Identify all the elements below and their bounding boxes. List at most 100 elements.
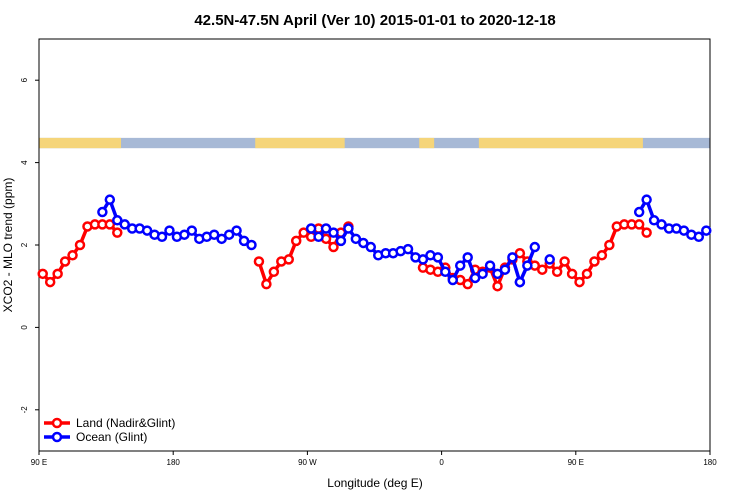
series-1-point-16 — [216, 233, 227, 245]
series-0-point-49 — [589, 256, 600, 267]
series-1-point-47 — [492, 268, 503, 280]
series-1-point-49 — [507, 252, 518, 263]
series-0-point-1 — [44, 276, 56, 288]
land-ocean-strip — [39, 137, 710, 149]
x-tick-label-2: 90 W — [298, 458, 317, 467]
series-1-point-54 — [633, 206, 645, 218]
y-tick-label-4: 6 — [20, 77, 29, 82]
series-2 — [514, 241, 541, 288]
series-1-point-24 — [320, 223, 332, 234]
series-0-point-13 — [261, 278, 272, 290]
series-1-point-29 — [358, 237, 369, 249]
series-0 — [37, 219, 652, 292]
series-1-point-60 — [678, 225, 690, 236]
series-1-point-6 — [141, 225, 153, 236]
legend-marker-0 — [51, 417, 63, 429]
series-0-point-3 — [59, 256, 71, 267]
series-1-point-42 — [454, 260, 466, 271]
series-1-point-46 — [484, 260, 496, 271]
y-tick-label-0: -2 — [20, 406, 29, 414]
series-0-point-22 — [328, 241, 339, 253]
x-axis-ticks: 90 E 180 90 W 0 90 E 180 — [31, 451, 717, 467]
series-0-point-2 — [52, 268, 63, 280]
series-1-point-1 — [104, 194, 116, 205]
series-0-point-46 — [566, 268, 578, 280]
series-0-point-48 — [581, 268, 593, 280]
series-0-point-45 — [559, 256, 570, 267]
series-1-point-18 — [231, 225, 242, 236]
series-0-point-47 — [574, 276, 585, 288]
series-1-point-8 — [156, 231, 168, 243]
series-2-point-2 — [529, 241, 541, 253]
series-0-point-44 — [551, 266, 563, 278]
strip-land-segment-0 — [39, 137, 122, 149]
legend-marker-1 — [51, 431, 63, 443]
series-1-point-9 — [164, 225, 175, 236]
series-1-point-2 — [112, 215, 123, 226]
series-0-point-55 — [633, 219, 645, 230]
series-0-point-32 — [462, 278, 473, 290]
series-1-point-62 — [693, 231, 705, 243]
series-1-point-35 — [402, 243, 414, 255]
series-1-point-17 — [223, 229, 235, 240]
series-1-point-48 — [499, 264, 511, 275]
x-tick-label-1: 180 — [167, 458, 181, 467]
series-layer — [37, 194, 712, 292]
series-0-point-4 — [67, 250, 78, 261]
series-1-point-39 — [432, 252, 444, 263]
x-axis-label: Longitude (deg E) — [327, 476, 422, 490]
legend: Land (Nadir&Glint)Ocean (Glint) — [44, 416, 175, 444]
x-tick-label-0: 90 E — [31, 458, 47, 467]
strip-land-segment-3 — [478, 137, 643, 149]
y-tick-label-3: 4 — [20, 160, 29, 165]
series-1-point-12 — [186, 225, 198, 236]
x-tick-label-3: 0 — [439, 458, 444, 467]
series-1-point-43 — [462, 252, 473, 263]
series-0-point-12 — [253, 256, 265, 267]
series-1-point-56 — [648, 215, 660, 226]
series-1-point-23 — [313, 231, 324, 243]
series-1-point-63 — [701, 225, 712, 236]
series-1-point-26 — [335, 235, 347, 247]
legend-label-1: Ocean (Glint) — [76, 430, 147, 444]
chart-title: 42.5N-47.5N April (Ver 10) 2015-01-01 to… — [194, 12, 555, 29]
strip-ocean — [39, 137, 710, 149]
series-2-point-1 — [522, 260, 533, 271]
legend-label-0: Land (Nadir&Glint) — [76, 416, 175, 430]
x-tick-label-4: 90 E — [568, 458, 584, 467]
series-0-point-51 — [604, 239, 615, 251]
series-1-point-20 — [246, 239, 257, 251]
strip-land-segment-2 — [419, 137, 435, 149]
series-0-point-9 — [104, 219, 116, 230]
series-2-point-0 — [514, 276, 526, 288]
series-1-point-57 — [656, 219, 667, 230]
series-1-point-22 — [305, 223, 317, 234]
series-0-point-0 — [37, 268, 48, 280]
y-axis-ticks: -2 0 2 4 6 — [20, 77, 39, 413]
series-1-point-40 — [440, 266, 451, 278]
y-tick-label-2: 2 — [20, 242, 29, 247]
series-1-point-44 — [469, 272, 481, 284]
series-0-point-10 — [112, 227, 123, 238]
series-0-point-56 — [641, 227, 652, 238]
series-1-point-30 — [365, 241, 377, 253]
series-1 — [97, 194, 712, 288]
y-axis-label: XCO2 - MLO trend (ppm) — [1, 178, 15, 313]
series-1-point-11 — [179, 229, 190, 240]
series-0-point-50 — [596, 250, 608, 261]
series-1-point-28 — [350, 233, 362, 245]
series-0-point-36 — [492, 280, 503, 292]
series-0-point-42 — [537, 264, 548, 275]
series-1-point-3 — [119, 219, 130, 230]
strip-land-segment-1 — [255, 137, 345, 149]
series-1-point-45 — [477, 268, 488, 280]
series-0-point-16 — [283, 254, 295, 265]
series-0-point-18 — [298, 227, 309, 238]
series-1-point-25 — [328, 227, 339, 238]
series-1-point-19 — [238, 235, 250, 247]
series-0-point-17 — [290, 235, 302, 247]
x-tick-label-5: 180 — [703, 458, 717, 467]
series-0-point-39 — [514, 247, 526, 259]
series-1-point-41 — [447, 274, 459, 286]
